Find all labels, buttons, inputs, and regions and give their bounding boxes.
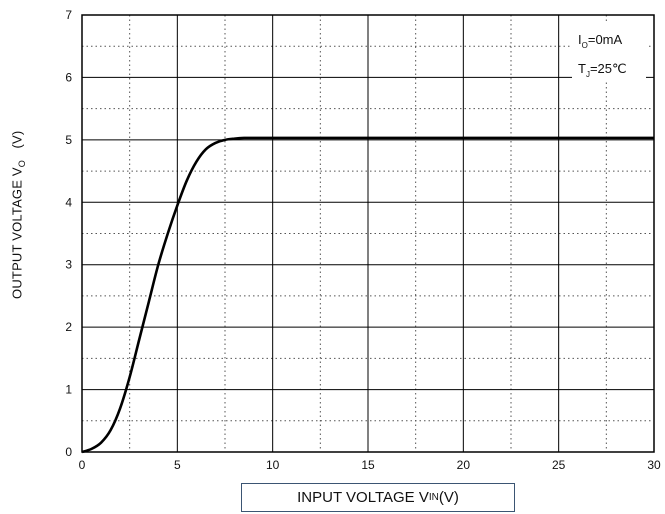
y-tick-labels: 0 1 2 3 4 5 6 7 [65,8,72,459]
y-tick-label: 6 [65,70,72,84]
x-tick-label: 30 [647,458,661,472]
y-axis-label: OUTPUT VOLTAGE VO (V) [9,130,27,300]
y-tick-label: 7 [65,8,72,22]
y-tick-label: 5 [65,133,72,147]
x-tick-labels: 0 5 10 15 20 25 30 [79,458,661,472]
annotation-box [572,22,646,80]
y-tick-label: 2 [65,320,72,334]
x-tick-label: 5 [174,458,181,472]
plot-frame [81,14,655,453]
x-tick-label: 10 [266,458,280,472]
annotations: IO=0mA TJ=25℃ [572,22,646,80]
series-group [81,136,654,454]
x-tick-label: 15 [361,458,375,472]
annotation-text: IO=0mA [578,32,623,50]
series-line [81,136,654,454]
y-tick-label: 1 [65,383,72,397]
x-axis-label: INPUT VOLTAGE V IN (V) [241,483,515,512]
annotation-text: TJ=25℃ [578,61,627,79]
y-tick-label: 4 [65,195,72,209]
x-tick-label: 0 [79,458,86,472]
x-tick-label: 25 [552,458,566,472]
y-tick-label: 3 [65,258,72,272]
y-tick-label: 0 [65,445,72,459]
x-tick-label: 20 [457,458,471,472]
